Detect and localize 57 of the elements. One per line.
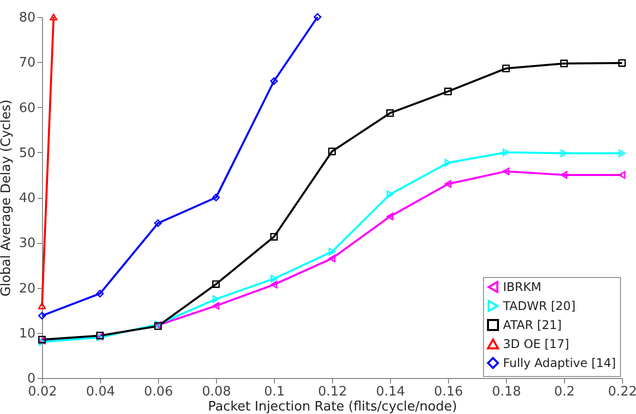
point <box>444 158 452 167</box>
point <box>212 280 220 288</box>
x-tick-label: 0.02 <box>28 384 57 400</box>
point <box>444 180 452 188</box>
x-tick-label: 0.06 <box>144 384 173 400</box>
point <box>96 290 104 298</box>
x-tick-label: 0.22 <box>608 384 636 400</box>
legend-label: IBRKM <box>503 280 542 294</box>
x-tick-label: 0.14 <box>376 384 405 400</box>
x-tick-label: 0.08 <box>202 384 231 400</box>
x-tick-label: 0.04 <box>86 384 115 400</box>
legend-label: TADWR [20] <box>502 299 576 313</box>
point <box>212 302 220 310</box>
point <box>386 190 394 198</box>
point <box>270 280 278 288</box>
point <box>328 248 336 256</box>
point <box>386 109 394 117</box>
point <box>618 171 626 179</box>
y-tick-label: 70 <box>18 56 36 71</box>
point <box>314 13 322 21</box>
y-axis-title: Global Average Delay (Cycles) <box>0 100 14 296</box>
y-tick-label: 0 <box>27 372 36 386</box>
point <box>560 60 568 68</box>
point <box>212 194 220 202</box>
point <box>154 219 162 228</box>
point <box>618 149 626 158</box>
point <box>328 148 336 156</box>
y-tick-label: 40 <box>18 191 36 206</box>
y-tick-label: 80 <box>18 10 36 26</box>
x-tick-label: 0.1 <box>264 384 285 400</box>
legend-label: ATAR [21] <box>503 318 562 332</box>
point <box>560 171 568 179</box>
x-tick-label: 0.18 <box>492 384 521 400</box>
legend-label: Fully Adaptive [14] <box>503 356 616 370</box>
point <box>212 295 220 303</box>
point <box>270 77 278 85</box>
y-tick-label: 50 <box>18 146 36 161</box>
x-tick-label: 0.2 <box>554 384 575 400</box>
point <box>270 232 278 241</box>
x-tick-label: 0.16 <box>434 384 463 400</box>
point <box>38 312 46 320</box>
x-tick-label: 0.12 <box>318 384 347 400</box>
point <box>386 212 394 220</box>
x-axis-title: Packet Injection Rate (flits/cycle/node) <box>208 400 458 414</box>
point <box>328 254 336 262</box>
point <box>502 148 510 156</box>
point <box>502 168 510 176</box>
point <box>560 149 568 158</box>
point <box>444 88 452 96</box>
point <box>502 64 510 72</box>
y-tick-label: 30 <box>18 236 36 252</box>
y-tick-label: 20 <box>18 281 36 296</box>
y-tick-label: 60 <box>18 100 36 116</box>
legend-label: 3D OE [17] <box>503 337 570 351</box>
y-tick-label: 10 <box>18 326 36 342</box>
point <box>618 59 626 67</box>
point <box>270 274 278 283</box>
